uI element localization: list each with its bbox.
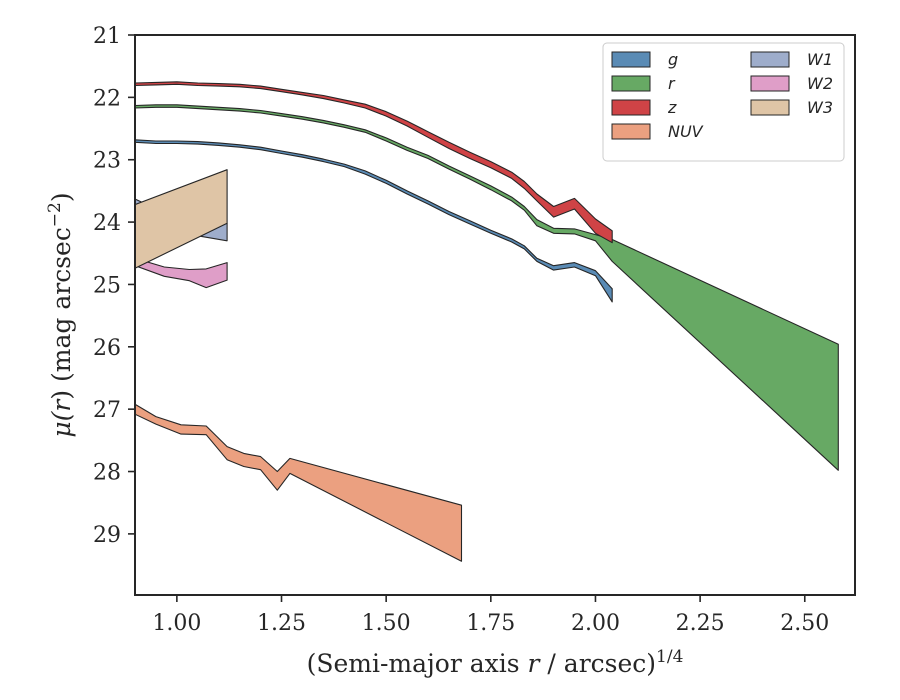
legend-swatch-w3: [750, 99, 790, 116]
legend-swatch-r: [611, 75, 651, 92]
y-tick-label: 25: [93, 273, 121, 298]
y-tick-label: 24: [93, 211, 121, 236]
legend-label-w2: W2: [807, 74, 833, 93]
band-g: [135, 139, 613, 303]
x-tick-label: 2.50: [780, 611, 829, 636]
legend-label-w1: W1: [807, 50, 833, 69]
plot-frame: [134, 34, 856, 596]
y-tick-label: 21: [93, 24, 121, 49]
legend-label-r: r: [668, 74, 676, 93]
y-tick-label: 29: [93, 523, 121, 548]
legend-swatch-g: [611, 51, 651, 68]
x-tick-label: 2.00: [571, 611, 620, 636]
legend-swatch-nuv: [611, 123, 651, 140]
x-tick-label: 1.50: [362, 611, 411, 636]
band-r: [135, 104, 839, 471]
x-axis: 1.00 1.25 1.50 1.75 2.00 2.25 2.50: [152, 595, 829, 636]
legend-label-nuv: NUV: [668, 122, 704, 141]
y-tick-label: 26: [93, 336, 121, 361]
y-tick-label: 22: [93, 86, 121, 111]
legend-label-g: g: [668, 50, 678, 69]
x-tick-label: 1.75: [466, 611, 515, 636]
y-tick-label: 23: [93, 149, 121, 174]
legend-box: [602, 42, 845, 162]
legend-label-w3: W3: [807, 98, 833, 117]
x-tick-label: 1.00: [152, 611, 201, 636]
x-tick-label: 1.25: [257, 611, 306, 636]
legend: grz NUV W1 W2 W3: [602, 42, 845, 162]
y-tick-label: 27: [93, 398, 121, 423]
legend-swatch-z: [611, 99, 651, 116]
y-tick-label: 28: [93, 461, 121, 486]
legend-label-z: z: [667, 98, 677, 117]
x-axis-label: (Semi-major axis r / arcsec)1/4: [307, 647, 684, 678]
series-layer: [135, 81, 839, 562]
y-axis-label: μ(r) (mag arcsec−2): [45, 192, 76, 437]
legend-swatch-w2: [750, 75, 790, 92]
band-w2: [135, 257, 228, 289]
x-tick-label: 2.25: [676, 611, 725, 636]
y-axis: 21 22 23 24 25 26 27 28 29: [93, 24, 135, 548]
band-z: [135, 81, 613, 244]
legend-swatch-w1: [750, 51, 790, 68]
band-nuv: [135, 403, 463, 562]
band-w3: [135, 169, 228, 269]
